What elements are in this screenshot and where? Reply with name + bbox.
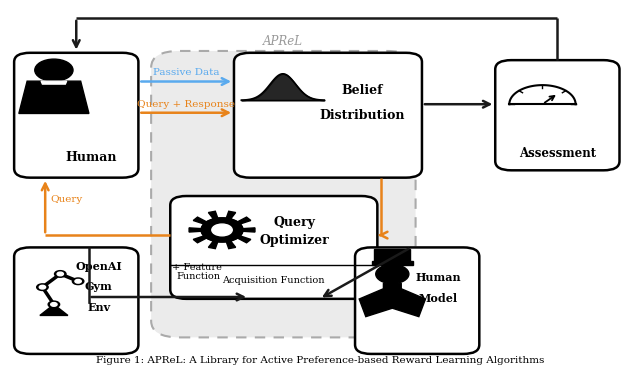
Text: Model: Model [419, 293, 458, 304]
Circle shape [39, 285, 45, 289]
Polygon shape [19, 81, 89, 114]
Text: Human: Human [415, 272, 461, 283]
Text: APReL: APReL [263, 35, 303, 48]
Circle shape [57, 272, 63, 276]
Text: Figure 1: APReL: A Library for Active Preference-based Reward Learning Algorithm: Figure 1: APReL: A Library for Active Pr… [96, 356, 544, 365]
Text: Passive Data: Passive Data [153, 68, 220, 77]
FancyBboxPatch shape [151, 51, 415, 337]
Polygon shape [374, 249, 410, 261]
Text: Belief: Belief [341, 84, 383, 97]
Polygon shape [189, 211, 255, 249]
Text: OpenAI: OpenAI [76, 261, 122, 272]
Circle shape [51, 303, 57, 306]
Polygon shape [40, 305, 68, 316]
Text: Gym: Gym [84, 281, 113, 292]
Text: Distribution: Distribution [319, 109, 404, 122]
Circle shape [54, 270, 66, 277]
Circle shape [201, 218, 243, 242]
Circle shape [75, 279, 81, 283]
Circle shape [376, 265, 409, 283]
Circle shape [36, 284, 48, 290]
Circle shape [72, 278, 84, 285]
Circle shape [48, 301, 60, 308]
Text: Env: Env [87, 302, 110, 313]
Text: Query: Query [273, 216, 316, 229]
FancyBboxPatch shape [495, 60, 620, 170]
Text: Optimizer: Optimizer [260, 234, 330, 247]
FancyBboxPatch shape [170, 196, 378, 299]
Text: Assessment: Assessment [519, 147, 596, 160]
Text: Acquisition Function: Acquisition Function [223, 276, 325, 285]
Text: Query + Response: Query + Response [137, 100, 235, 109]
Polygon shape [359, 283, 426, 317]
FancyBboxPatch shape [14, 53, 138, 178]
Polygon shape [41, 81, 67, 84]
Polygon shape [372, 261, 413, 265]
Circle shape [212, 224, 232, 236]
FancyBboxPatch shape [234, 53, 422, 178]
Text: Function: Function [177, 272, 220, 281]
FancyBboxPatch shape [14, 248, 138, 354]
Circle shape [35, 59, 73, 81]
Text: Human: Human [65, 151, 117, 164]
Text: + Feature: + Feature [172, 263, 222, 272]
Text: Query: Query [51, 195, 83, 204]
FancyBboxPatch shape [355, 248, 479, 354]
